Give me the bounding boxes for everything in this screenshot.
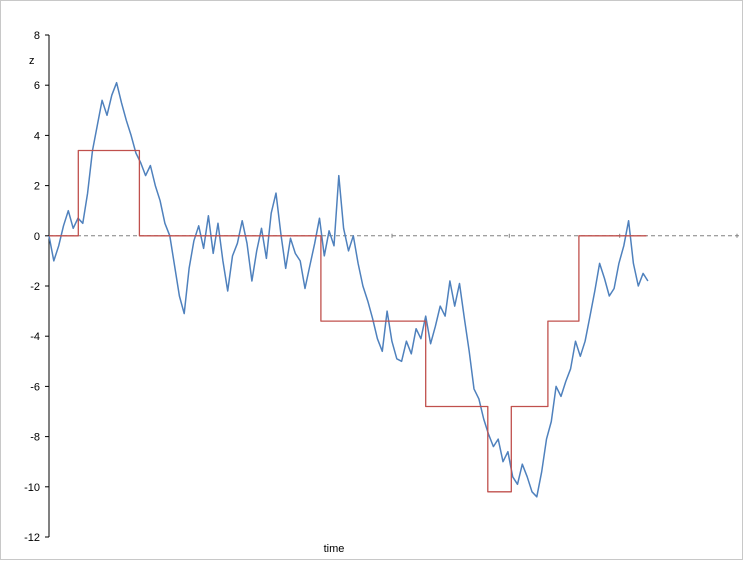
y-tick-label: 4 — [34, 130, 40, 142]
y-tick-label: -2 — [30, 281, 40, 293]
y-tick-label: -12 — [24, 532, 40, 544]
y-tick-label: 2 — [34, 181, 40, 193]
y-tick-label: -6 — [30, 381, 40, 393]
y-axis-label: z — [29, 55, 35, 67]
series-line-random-walk — [48, 81, 649, 498]
y-ticks: 8 6 4 2 0 -2 -4 -6 -8 -10 -12 — [24, 30, 49, 544]
y-tick-label: 0 — [34, 231, 40, 243]
y-tick-label: -10 — [24, 482, 40, 494]
series-line-step — [49, 149, 647, 493]
series-group — [48, 81, 649, 498]
y-tick-label: 8 — [34, 30, 40, 42]
y-tick-label: -4 — [30, 331, 40, 343]
x-axis-label: time — [324, 543, 345, 555]
y-tick-label: -8 — [30, 432, 40, 444]
y-tick-label: 6 — [34, 80, 40, 92]
